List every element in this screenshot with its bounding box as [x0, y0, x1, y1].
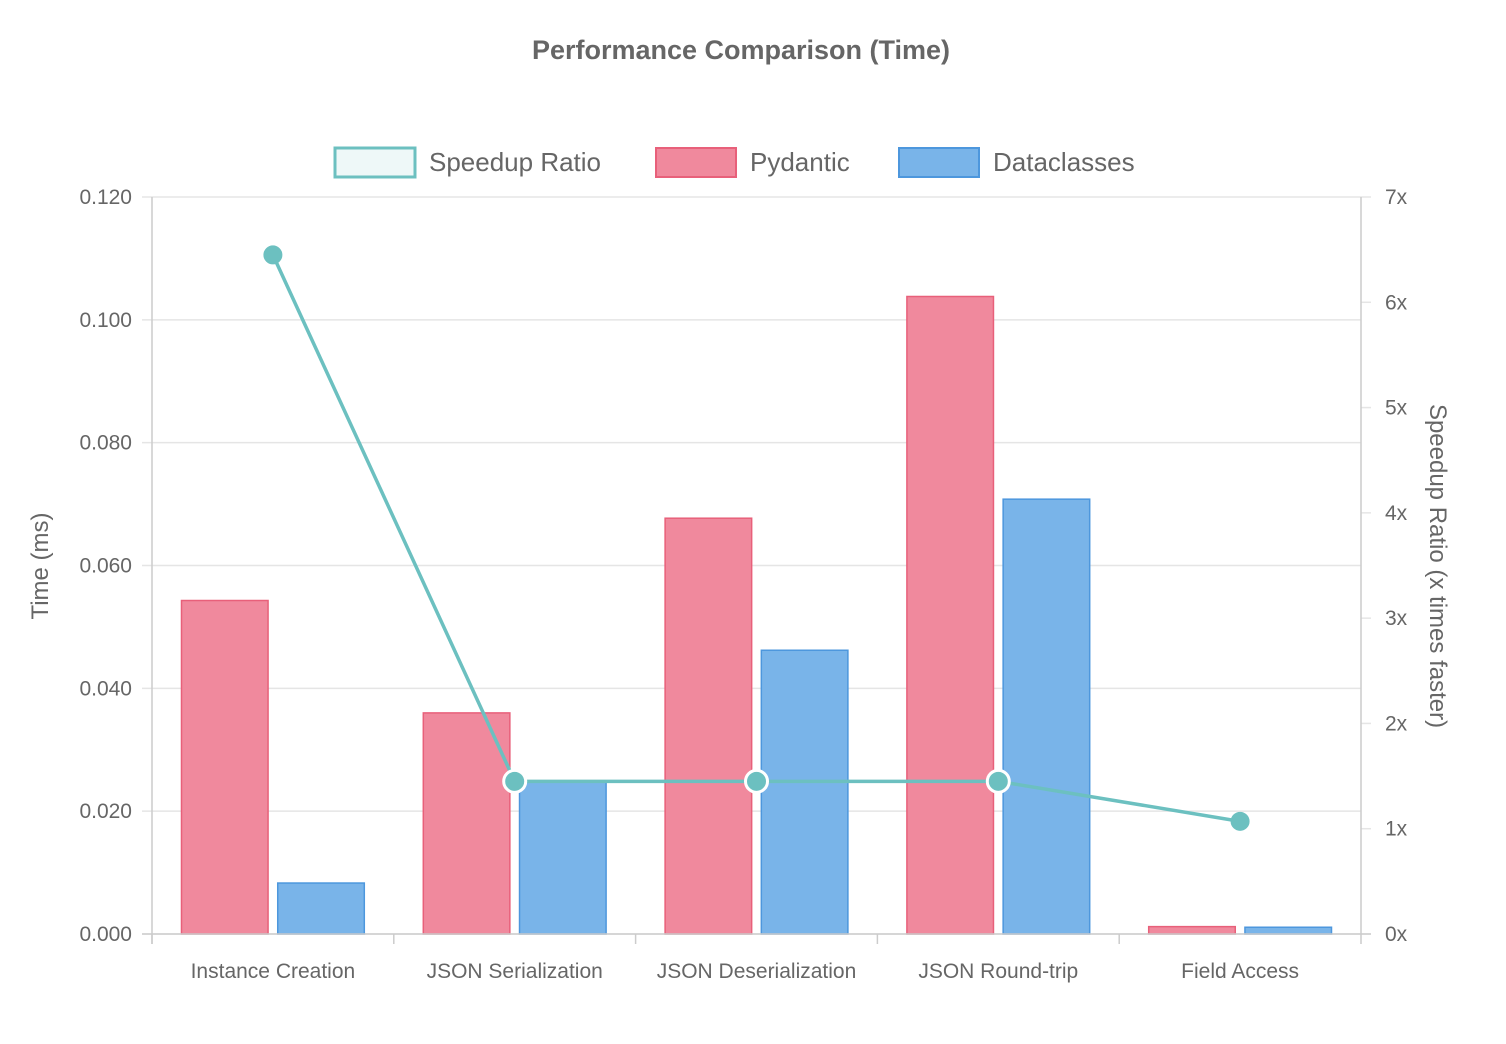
- legend-swatch-pydantic: [655, 147, 737, 178]
- legend-item-dataclasses[interactable]: Dataclasses: [898, 147, 1135, 178]
- legend-item-speedup[interactable]: Speedup Ratio: [333, 146, 601, 179]
- legend-label-dataclasses: Dataclasses: [993, 147, 1135, 177]
- y-right-axis-title: Speedup Ratio (x times faster): [1424, 404, 1451, 728]
- y-right-tick-label: 4x: [1385, 502, 1408, 525]
- y-left-tick-label: 0.120: [79, 186, 132, 209]
- bar-pydantic[interactable]: [906, 295, 995, 935]
- x-tick-label: Instance Creation: [191, 960, 356, 983]
- y-right-tick-label: 6x: [1385, 291, 1408, 314]
- y-right-tick-label: 5x: [1385, 397, 1408, 420]
- bar-dataclasses[interactable]: [1002, 498, 1091, 935]
- bar-dataclasses[interactable]: [276, 882, 366, 935]
- legend-swatch-dataclasses: [898, 147, 980, 178]
- y-left-tick-label: 0.020: [79, 800, 132, 823]
- x-tick-label: JSON Deserialization: [657, 960, 857, 983]
- bars: [180, 295, 1333, 935]
- chart-title: Performance Comparison (Time): [532, 35, 950, 65]
- legend: Speedup Ratio Pydantic Dataclasses: [333, 146, 1135, 179]
- y-left-tick-label: 0.000: [79, 923, 132, 946]
- axes: 0.120 0.100 0.080 0.060 0.040 0.020 0.000 7x 6x 5…: [79, 186, 1407, 983]
- x-tick-label: JSON Serialization: [427, 960, 603, 983]
- bar-pydantic[interactable]: [180, 599, 269, 935]
- y-right-tick-label: 0x: [1385, 923, 1408, 946]
- y-left-axis-title: Time (ms): [27, 512, 54, 619]
- legend-item-pydantic[interactable]: Pydantic: [655, 147, 850, 178]
- bar-dataclasses[interactable]: [518, 780, 607, 935]
- y-right-tick-label: 2x: [1385, 712, 1408, 735]
- y-right-tick-label: 7x: [1385, 186, 1408, 209]
- gridlines: [142, 196, 1371, 935]
- bar-pydantic[interactable]: [422, 712, 511, 935]
- speedup-point[interactable]: [744, 768, 769, 794]
- legend-label-pydantic: Pydantic: [750, 147, 850, 177]
- x-tick-label: JSON Round-trip: [918, 960, 1078, 983]
- y-left-tick-label: 0.060: [79, 555, 132, 578]
- bar-pydantic[interactable]: [1147, 925, 1237, 935]
- legend-label-speedup: Speedup Ratio: [429, 147, 601, 177]
- y-left-tick-label: 0.080: [79, 432, 132, 455]
- y-right-tick-label: 1x: [1385, 818, 1408, 841]
- x-tick-label: Field Access: [1181, 960, 1299, 983]
- speedup-point[interactable]: [502, 768, 528, 794]
- speedup-point[interactable]: [985, 768, 1011, 794]
- speedup-point[interactable]: [263, 245, 283, 265]
- y-left-tick-label: 0.040: [79, 677, 132, 700]
- speedup-line: [263, 245, 1250, 831]
- speedup-line-path: [271, 254, 1241, 824]
- bar-dataclasses[interactable]: [760, 649, 849, 935]
- y-left-tick-label: 0.100: [79, 309, 132, 332]
- speedup-point[interactable]: [1230, 811, 1250, 831]
- bar-pydantic[interactable]: [664, 517, 753, 935]
- bar-dataclasses[interactable]: [1244, 926, 1333, 935]
- legend-swatch-speedup: [333, 146, 417, 179]
- y-right-tick-label: 3x: [1385, 607, 1408, 630]
